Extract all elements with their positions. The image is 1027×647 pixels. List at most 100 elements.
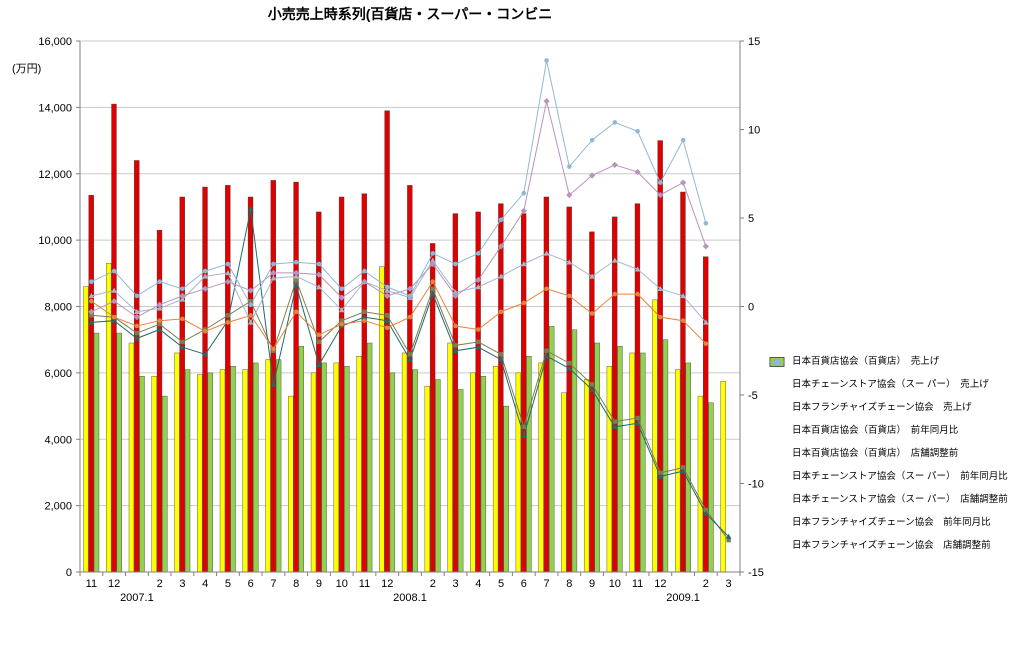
svg-text:2: 2 (430, 578, 436, 590)
bar (219, 369, 226, 573)
bar (526, 356, 532, 573)
bar (184, 369, 191, 573)
bar (498, 203, 504, 573)
bar (225, 185, 231, 573)
svg-text:4: 4 (202, 578, 208, 590)
line-markers-5 (89, 58, 709, 308)
svg-text:8: 8 (293, 578, 299, 590)
legend-swatch-icon (768, 359, 786, 483)
legend-label: 日本チェーンストア協会（スー パー） 売上げ (792, 379, 989, 390)
right-axis-labels: 15 10 5 0 -5 -10 -15 (748, 36, 764, 579)
bar (435, 379, 441, 573)
bar (338, 196, 345, 573)
bar (629, 352, 635, 573)
bar (470, 372, 476, 573)
bar (561, 392, 567, 573)
bar (366, 342, 373, 573)
bar (589, 231, 595, 573)
legend-item-2: 日本フランチャイズチェーン協会 売上げ (768, 357, 1008, 414)
svg-text:11: 11 (359, 578, 370, 590)
bar (344, 366, 350, 573)
bar (106, 263, 112, 573)
bar (174, 352, 180, 573)
legend-swatch-icon (768, 359, 786, 552)
bar (606, 366, 613, 573)
legend-label: 日本フランチャイズチェーン協会 店舗調整前 (792, 540, 991, 551)
bar (675, 369, 681, 573)
legend-item-4: 日本百貨店協会（百貨店） 店舗調整前 (768, 358, 1008, 460)
svg-text:3: 3 (726, 578, 732, 590)
bar (288, 395, 294, 573)
svg-text:2: 2 (703, 578, 709, 590)
left-axis-unit-label: (万円) (12, 63, 42, 75)
bar (708, 402, 714, 573)
bar (162, 395, 168, 573)
svg-text:10: 10 (748, 125, 760, 137)
bar (298, 346, 305, 573)
bar (253, 362, 259, 573)
bar (652, 299, 658, 573)
svg-text:11: 11 (632, 578, 643, 590)
svg-text:8,000: 8,000 (44, 302, 72, 314)
legend-item-6: 日本チェーンストア協会（スー パー） 店舗調整前 (768, 358, 1008, 506)
svg-text:12: 12 (108, 578, 120, 590)
svg-text:5: 5 (225, 578, 231, 590)
bar (134, 160, 140, 573)
bar (662, 339, 669, 573)
legend-item-7: 日本フランチャイズチェーン協会 前年同月比 (768, 358, 1008, 529)
bar (379, 266, 385, 573)
bar (583, 379, 590, 573)
legend-item-8: 日本フランチャイズチェーン協会 店舗調整前 (768, 359, 1008, 552)
bar (83, 286, 89, 573)
bar (401, 352, 408, 573)
svg-text:9: 9 (589, 578, 595, 590)
chart-title: 小売売上時系列(百貨店・スーパー・コンビニ (267, 6, 553, 22)
legend-label: 日本フランチャイズチェーン協会 前年同月比 (792, 517, 991, 528)
svg-text:7: 7 (270, 578, 276, 590)
axes (76, 40, 744, 576)
svg-text:0: 0 (748, 302, 754, 314)
bar (111, 103, 117, 573)
legend-swatch-icon (768, 359, 786, 437)
bar (333, 362, 339, 573)
legend-label: 日本百貨店協会（百貨店） 前年同月比 (792, 425, 959, 436)
svg-text:2007.1: 2007.1 (120, 592, 154, 604)
svg-text:8: 8 (566, 578, 572, 590)
svg-text:3: 3 (452, 578, 458, 590)
bar (685, 362, 691, 573)
bar (139, 375, 145, 573)
bar (480, 375, 487, 573)
legend-item-0: 日本百貨店協会（百貨店） 売上げ (768, 356, 1008, 368)
svg-text:2: 2 (157, 578, 163, 590)
line-series-5 (91, 60, 707, 306)
bar (179, 196, 185, 573)
bar (594, 342, 600, 573)
svg-text:2,000: 2,000 (44, 501, 72, 513)
bar (503, 405, 509, 573)
svg-text:16,000: 16,000 (38, 36, 72, 48)
bar (310, 372, 317, 573)
svg-text:11: 11 (86, 578, 97, 590)
chart-legend: 日本百貨店協会（百貨店） 売上げ 日本チェーンストア協会（スー パー） 売上げ 日本… (768, 356, 1008, 552)
bar (242, 369, 248, 573)
svg-text:12: 12 (381, 578, 393, 590)
legend-label: 日本チェーンストア協会（スー パー） 前年同月比 (792, 471, 1008, 482)
bar (207, 372, 213, 573)
bar (275, 359, 282, 573)
bar (657, 140, 663, 573)
svg-text:6,000: 6,000 (44, 368, 72, 380)
bar (697, 395, 704, 573)
bar (640, 352, 646, 573)
svg-text:2008.1: 2008.1 (393, 592, 427, 604)
svg-text:6: 6 (521, 578, 527, 590)
bar (356, 356, 362, 573)
bar (293, 181, 299, 573)
legend-label: 日本フランチャイズチェーン協会 売上げ (792, 402, 972, 413)
bar (93, 332, 100, 573)
legend-swatch-icon (768, 358, 786, 460)
svg-text:-15: -15 (748, 567, 764, 579)
bar (384, 110, 390, 573)
